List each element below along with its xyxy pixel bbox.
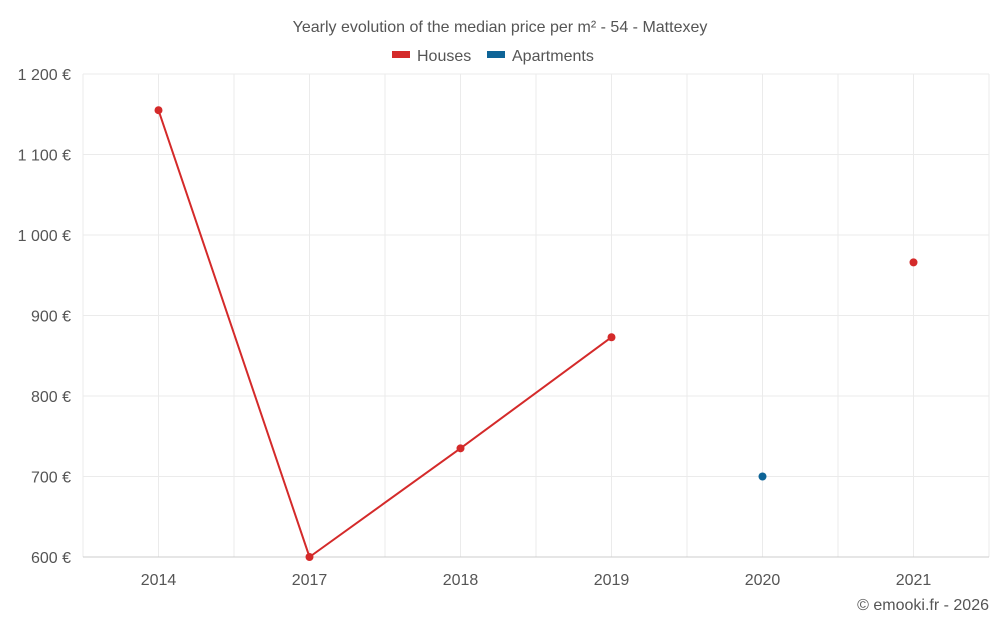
y-tick-label: 900 €	[31, 309, 71, 326]
credit-text: © emooki.fr - 2026	[857, 597, 989, 614]
axes: 600 € 700 € 800 € 900 € 1 000 € 1 100 € 1 200 …	[18, 67, 989, 589]
x-tick-label: 2021	[896, 572, 932, 589]
y-tick-label: 800 €	[31, 389, 71, 406]
legend-swatch	[487, 51, 505, 58]
grid	[82, 73, 990, 557]
legend-item-apartments[interactable]: Apartments	[487, 48, 594, 65]
y-tick-label: 600 €	[31, 550, 71, 567]
y-tick-label: 1 000 €	[18, 228, 71, 245]
series-houses	[154, 106, 918, 561]
legend: Houses Apartments	[392, 48, 594, 65]
x-tick-label: 2017	[292, 572, 328, 589]
x-tick-label: 2018	[443, 572, 479, 589]
data-point[interactable]	[909, 258, 918, 267]
x-tick-label: 2020	[745, 572, 781, 589]
legend-swatch	[392, 51, 410, 58]
y-tick-label: 1 100 €	[18, 148, 71, 165]
data-point[interactable]	[154, 106, 163, 115]
data-point[interactable]	[456, 444, 465, 453]
x-tick-label: 2019	[594, 572, 630, 589]
legend-item-houses[interactable]: Houses	[392, 48, 471, 65]
y-tick-label: 1 200 €	[18, 67, 71, 84]
chart-title: Yearly evolution of the median price per…	[293, 19, 708, 36]
series-layer	[154, 106, 918, 561]
data-point[interactable]	[758, 472, 767, 481]
data-point[interactable]	[305, 553, 314, 561]
x-tick-label: 2014	[141, 572, 177, 589]
data-point[interactable]	[607, 333, 616, 342]
series-line	[157, 109, 613, 558]
series-apartments	[758, 472, 767, 481]
legend-label: Houses	[417, 48, 471, 65]
y-tick-label: 700 €	[31, 470, 71, 487]
legend-label: Apartments	[512, 48, 594, 65]
